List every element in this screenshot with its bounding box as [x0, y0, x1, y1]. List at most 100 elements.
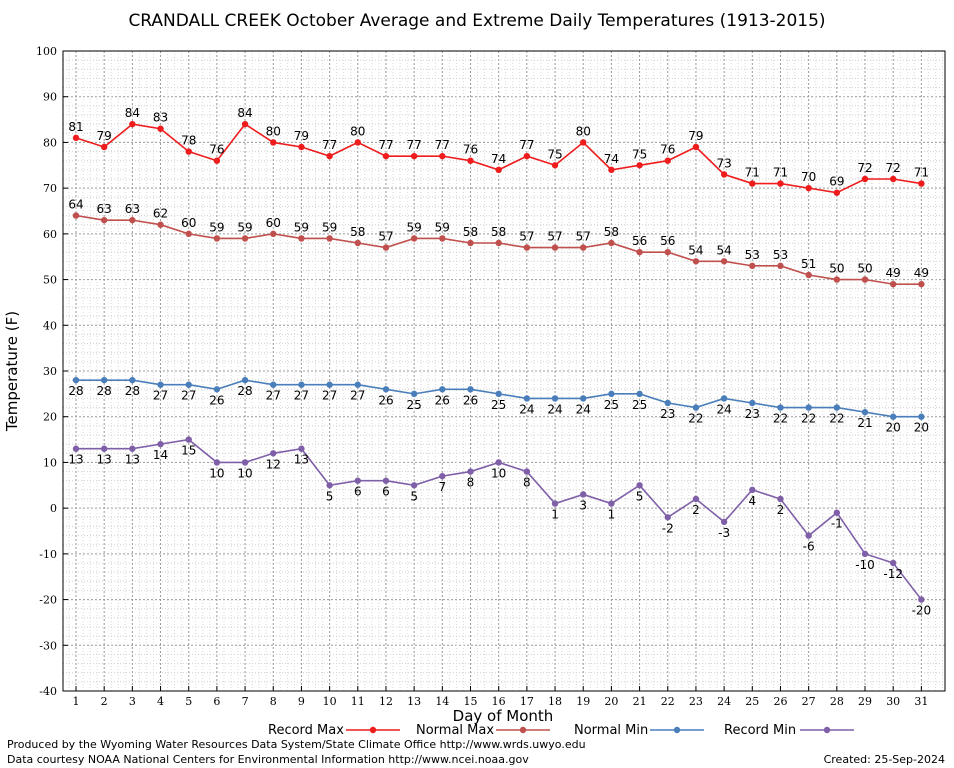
data-point	[720, 395, 728, 402]
x-tick-label: 22	[661, 695, 675, 708]
data-label: 57	[576, 230, 591, 244]
data-point	[749, 486, 756, 494]
data-label: 78	[181, 134, 196, 148]
data-label: 59	[407, 220, 422, 234]
y-axis-title: Temperature (F)	[3, 311, 21, 432]
data-label: -6	[803, 540, 815, 554]
legend-swatch-marker	[519, 726, 527, 734]
data-label: 13	[68, 453, 83, 467]
data-point	[439, 152, 446, 160]
footer-produced-by: Produced by the Wyoming Water Resources …	[7, 738, 586, 751]
data-label: 24	[519, 402, 534, 416]
y-tick-label: 10	[43, 456, 57, 469]
data-point	[213, 386, 221, 393]
data-label: 57	[547, 230, 562, 244]
data-point	[636, 390, 643, 398]
x-tick-label: 28	[830, 695, 844, 708]
data-point	[298, 235, 305, 242]
data-point	[129, 445, 136, 452]
data-label: 73	[716, 156, 731, 170]
data-point	[805, 271, 812, 279]
data-label: 57	[378, 230, 393, 244]
data-label: 14	[153, 448, 168, 462]
data-label: 60	[181, 216, 196, 230]
data-label: 71	[773, 166, 788, 180]
data-point	[580, 491, 587, 498]
data-point	[664, 399, 671, 407]
legend-label: Normal Min	[574, 723, 648, 738]
data-point	[100, 445, 108, 452]
data-point	[270, 139, 277, 146]
data-point	[692, 495, 700, 503]
data-point	[72, 134, 80, 142]
data-label: 5	[636, 489, 644, 503]
data-point	[326, 482, 333, 489]
data-label: 23	[660, 407, 675, 421]
y-tick-label: -40	[39, 685, 57, 698]
data-point	[861, 276, 869, 283]
data-point	[551, 162, 559, 169]
data-label: 10	[209, 466, 224, 480]
y-tick-label: 40	[43, 319, 57, 332]
legend-swatch-marker	[369, 726, 377, 734]
x-tick-label: 30	[886, 695, 900, 708]
data-point	[354, 239, 361, 247]
data-label: 77	[519, 138, 534, 152]
data-point	[354, 477, 361, 484]
data-point	[354, 381, 361, 388]
data-label: 51	[801, 257, 816, 271]
data-point	[382, 244, 390, 251]
data-label: 2	[777, 503, 785, 517]
x-tick-label: 20	[604, 695, 618, 708]
data-label: 81	[68, 120, 83, 134]
data-label: 20	[886, 421, 901, 435]
data-label: 58	[350, 225, 365, 239]
data-label: 54	[688, 243, 703, 257]
data-point	[833, 276, 841, 283]
data-label: 74	[491, 152, 506, 166]
data-point	[100, 216, 108, 224]
data-point	[861, 550, 869, 558]
data-point	[580, 244, 587, 251]
data-label: -2	[662, 521, 674, 535]
chart-title: CRANDALL CREEK October Average and Extre…	[128, 11, 825, 31]
data-label: 83	[153, 111, 168, 125]
data-point	[467, 157, 474, 164]
data-point	[298, 445, 305, 452]
data-point	[439, 472, 446, 480]
legend-label: Record Max	[268, 723, 344, 738]
data-point	[185, 436, 192, 443]
data-point	[777, 495, 784, 503]
data-label: 77	[435, 138, 450, 152]
data-point	[270, 450, 277, 457]
y-tick-label: 60	[43, 228, 57, 241]
data-point	[889, 280, 897, 288]
data-label: 27	[153, 389, 168, 403]
data-point	[918, 413, 925, 420]
data-label: 76	[463, 143, 478, 157]
data-label: 8	[523, 476, 531, 490]
data-point	[410, 482, 418, 489]
data-point	[580, 139, 587, 146]
data-label: 59	[237, 220, 252, 234]
data-label: 49	[914, 266, 929, 280]
data-label: 77	[322, 138, 337, 152]
data-point	[551, 244, 559, 251]
data-point	[213, 235, 221, 242]
y-tick-label: 70	[43, 182, 57, 195]
data-point	[833, 189, 841, 196]
data-label: 20	[914, 421, 929, 435]
data-label: 49	[886, 266, 901, 280]
data-point	[805, 532, 812, 539]
legend-swatch-marker	[823, 726, 831, 734]
footer-created-date: Created: 25-Sep-2024	[824, 753, 945, 766]
data-point	[241, 235, 249, 242]
data-point	[495, 390, 502, 398]
data-label: 22	[773, 412, 788, 426]
data-point	[72, 212, 80, 219]
data-label: 60	[266, 216, 281, 230]
series-record-max: 81 79 84 83 78 76 84 80 79 77 80 77 77 77 76 74 77 75 80 74…	[68, 106, 929, 196]
x-tick-label: 21	[633, 695, 647, 708]
data-label: 59	[294, 220, 309, 234]
data-label: 24	[716, 402, 731, 416]
